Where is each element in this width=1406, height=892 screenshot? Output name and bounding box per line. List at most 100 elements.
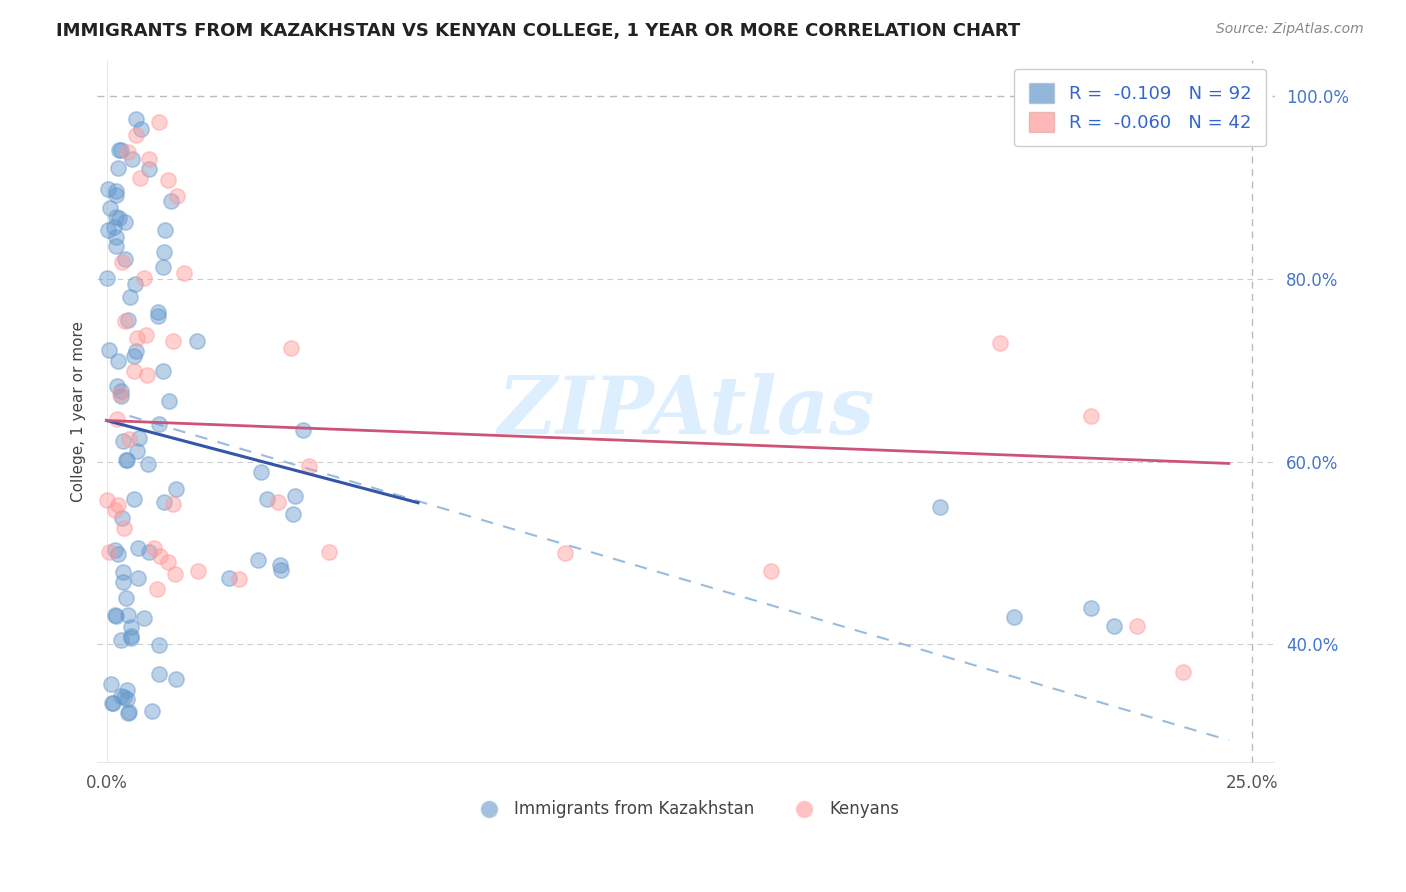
Point — [163, 566, 186, 581]
Point — [114, 252, 136, 266]
Point — [121, 152, 143, 166]
Point — [120, 620, 142, 634]
Point — [132, 271, 155, 285]
Point — [249, 466, 271, 480]
Point — [165, 482, 187, 496]
Point — [96, 493, 118, 508]
Point — [1002, 610, 1025, 624]
Point — [97, 182, 120, 196]
Point — [120, 629, 142, 643]
Legend: Immigrants from Kazakhstan, Kenyans: Immigrants from Kazakhstan, Kenyans — [465, 794, 905, 825]
Point — [105, 379, 128, 393]
Point — [1080, 409, 1102, 423]
Point — [267, 494, 290, 508]
Point — [114, 452, 136, 467]
Point — [157, 394, 180, 409]
Point — [114, 215, 136, 229]
Point — [125, 128, 148, 143]
Point — [156, 172, 179, 186]
Point — [269, 558, 291, 573]
Point — [100, 677, 122, 691]
Point — [110, 389, 132, 403]
Point — [110, 387, 132, 401]
Point — [228, 572, 250, 586]
Point — [187, 565, 209, 579]
Point — [122, 349, 145, 363]
Text: Source: ZipAtlas.com: Source: ZipAtlas.com — [1216, 22, 1364, 37]
Point — [186, 334, 208, 349]
Point — [152, 495, 174, 509]
Point — [246, 552, 269, 566]
Point — [96, 271, 118, 285]
Point — [110, 633, 132, 648]
Point — [148, 417, 170, 432]
Point — [110, 254, 132, 268]
Point — [101, 696, 124, 710]
Point — [111, 434, 134, 448]
Point — [132, 611, 155, 625]
Point — [128, 171, 150, 186]
Point — [112, 690, 135, 705]
Point — [107, 354, 129, 368]
Point — [104, 238, 127, 252]
Point — [929, 500, 952, 515]
Point — [118, 706, 141, 720]
Point — [101, 697, 124, 711]
Point — [104, 609, 127, 624]
Point — [138, 162, 160, 177]
Point — [554, 546, 576, 560]
Point — [105, 188, 128, 202]
Point — [166, 189, 188, 203]
Point — [103, 220, 125, 235]
Point — [141, 704, 163, 718]
Point — [142, 541, 165, 556]
Point — [148, 310, 170, 324]
Point — [117, 433, 139, 447]
Point — [284, 489, 307, 503]
Point — [138, 545, 160, 559]
Point — [117, 683, 139, 698]
Point — [110, 143, 132, 157]
Point — [120, 631, 142, 645]
Point — [117, 706, 139, 720]
Y-axis label: College, 1 year or more: College, 1 year or more — [72, 321, 86, 502]
Point — [128, 431, 150, 445]
Point — [107, 498, 129, 512]
Point — [160, 194, 183, 208]
Point — [152, 364, 174, 378]
Point — [218, 572, 240, 586]
Point — [104, 230, 127, 244]
Point — [155, 223, 177, 237]
Text: IMMIGRANTS FROM KAZAKHSTAN VS KENYAN COLLEGE, 1 YEAR OR MORE CORRELATION CHART: IMMIGRANTS FROM KAZAKHSTAN VS KENYAN COL… — [56, 22, 1021, 40]
Point — [112, 575, 135, 590]
Point — [127, 572, 149, 586]
Point — [114, 314, 136, 328]
Point — [111, 510, 134, 524]
Point — [115, 591, 138, 606]
Point — [111, 565, 134, 579]
Point — [108, 211, 131, 225]
Point — [105, 210, 128, 224]
Point — [98, 201, 121, 215]
Point — [148, 667, 170, 681]
Point — [281, 507, 304, 521]
Point — [138, 152, 160, 166]
Point — [162, 334, 184, 349]
Point — [152, 245, 174, 260]
Point — [149, 549, 172, 564]
Point — [1080, 600, 1102, 615]
Point — [318, 545, 340, 559]
Point — [108, 143, 131, 157]
Point — [127, 541, 149, 555]
Point — [135, 328, 157, 343]
Point — [117, 608, 139, 623]
Point — [1171, 665, 1194, 679]
Point — [759, 564, 782, 578]
Point — [104, 184, 127, 198]
Point — [117, 692, 139, 706]
Text: ZIPAtlas: ZIPAtlas — [498, 373, 875, 450]
Point — [165, 672, 187, 686]
Point — [104, 543, 127, 558]
Point — [107, 547, 129, 561]
Point — [156, 555, 179, 569]
